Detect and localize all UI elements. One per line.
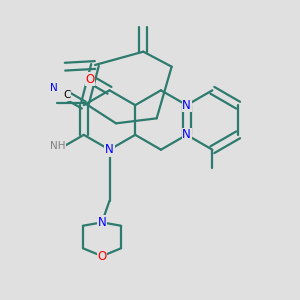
Text: N: N xyxy=(182,99,191,112)
Text: N: N xyxy=(182,128,191,141)
Text: N: N xyxy=(105,143,114,156)
Text: N: N xyxy=(98,216,106,229)
Text: C: C xyxy=(63,90,70,100)
Text: NH: NH xyxy=(50,141,65,151)
Text: O: O xyxy=(98,250,106,262)
Text: O: O xyxy=(85,73,94,85)
Text: N: N xyxy=(50,82,57,93)
